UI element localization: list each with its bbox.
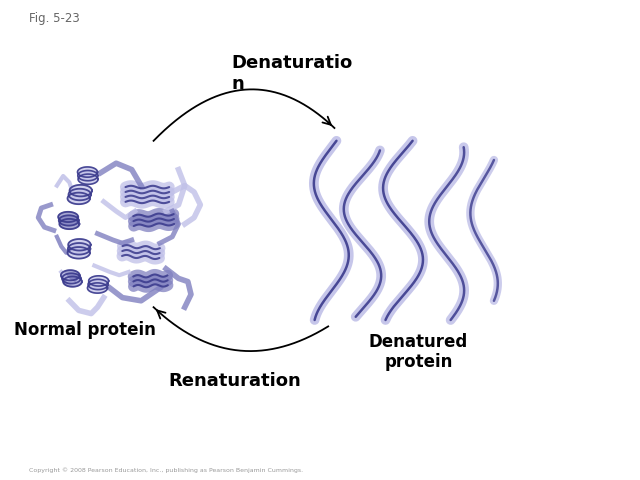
Polygon shape	[61, 270, 79, 280]
Polygon shape	[68, 239, 91, 251]
Polygon shape	[88, 283, 108, 293]
Polygon shape	[68, 192, 90, 204]
Text: Renaturation: Renaturation	[168, 372, 301, 390]
Polygon shape	[62, 273, 81, 284]
Polygon shape	[68, 247, 90, 259]
Polygon shape	[77, 167, 97, 177]
Text: Normal protein: Normal protein	[14, 321, 156, 338]
Polygon shape	[78, 174, 98, 184]
Text: Copyright © 2008 Pearson Education, Inc., publishing as Pearson Benjamin Cumming: Copyright © 2008 Pearson Education, Inc.…	[29, 467, 303, 473]
Polygon shape	[59, 216, 79, 226]
Polygon shape	[68, 189, 91, 200]
Polygon shape	[70, 185, 92, 196]
Polygon shape	[63, 276, 82, 287]
Polygon shape	[60, 219, 79, 229]
Polygon shape	[88, 279, 108, 289]
Polygon shape	[58, 212, 78, 222]
Polygon shape	[89, 276, 109, 286]
Text: Denaturatio
n: Denaturatio n	[232, 54, 353, 93]
Text: Fig. 5-23: Fig. 5-23	[29, 12, 79, 25]
Polygon shape	[68, 243, 90, 254]
Polygon shape	[78, 170, 98, 181]
Text: Denatured
protein: Denatured protein	[369, 333, 468, 372]
